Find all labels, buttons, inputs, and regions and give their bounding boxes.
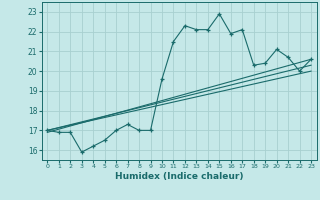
X-axis label: Humidex (Indice chaleur): Humidex (Indice chaleur) (115, 172, 244, 181)
